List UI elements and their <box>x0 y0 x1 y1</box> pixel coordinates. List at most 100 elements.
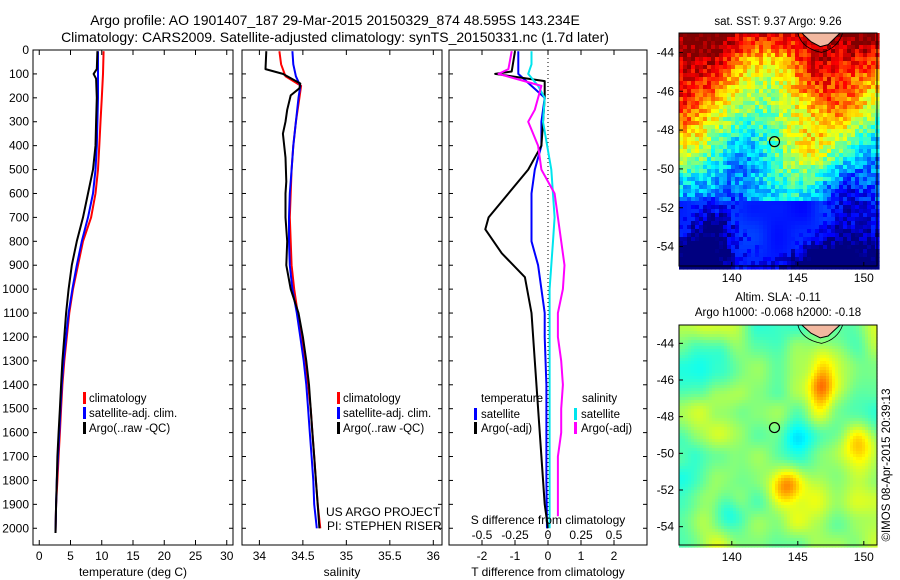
heatmap-cell <box>791 209 796 214</box>
heatmap-cell <box>790 400 794 404</box>
heatmap-cell <box>721 328 725 332</box>
heatmap-cell <box>823 161 828 166</box>
heatmap-cell <box>835 382 839 386</box>
heatmap-cell <box>868 364 872 368</box>
heatmap-cell <box>721 394 725 398</box>
heatmap-cell <box>867 153 872 158</box>
heatmap-cell <box>703 388 707 392</box>
heatmap-cell <box>783 233 788 238</box>
heatmap-cell <box>851 161 856 166</box>
heatmap-cell <box>829 385 833 389</box>
heatmap-cell <box>811 73 816 78</box>
heatmap-cell <box>871 391 875 395</box>
heatmap-cell <box>787 93 792 98</box>
heatmap-cell <box>796 367 800 371</box>
heatmap-cell <box>769 346 773 350</box>
heatmap-cell <box>763 213 768 218</box>
heatmap-cell <box>795 237 800 242</box>
heatmap-cell <box>823 201 828 206</box>
heatmap-cell <box>796 391 800 395</box>
heatmap-cell <box>688 391 692 395</box>
heatmap-cell <box>763 189 768 194</box>
heatmap-cell <box>715 109 720 114</box>
heatmap-cells <box>679 325 878 548</box>
heatmap-cell <box>719 97 724 102</box>
heatmap-cell <box>811 201 816 206</box>
heatmap-cell <box>711 53 716 58</box>
heatmap-cell <box>859 197 864 202</box>
heatmap-cell <box>703 177 708 182</box>
heatmap-cell <box>851 225 856 230</box>
heatmap-cell <box>817 391 821 395</box>
heatmap-cell <box>731 165 736 170</box>
heatmap-cell <box>831 213 836 218</box>
heatmap-cell <box>863 245 868 250</box>
heatmap-cell <box>807 61 812 66</box>
heatmap-cell <box>865 400 869 404</box>
heatmap-cell <box>862 367 866 371</box>
heatmap-cell <box>727 249 732 254</box>
heatmap-cell <box>779 229 784 234</box>
legend-entry: Argo(-adj) <box>481 423 532 435</box>
heatmap-cell <box>679 197 684 202</box>
heatmap-cell <box>682 331 686 335</box>
heatmap-cell <box>793 343 797 347</box>
heatmap-cell <box>871 355 875 359</box>
heatmap-cell <box>695 65 700 70</box>
heatmap-cell <box>778 379 782 383</box>
heatmap-cell <box>703 109 708 114</box>
heatmap-cell <box>679 69 684 74</box>
heatmap-cell <box>699 209 704 214</box>
heatmap-cell <box>727 89 732 94</box>
heatmap-cell <box>679 370 683 374</box>
heatmap-cell <box>748 391 752 395</box>
heatmap-cell <box>815 145 820 150</box>
heatmap-cell <box>775 81 780 86</box>
heatmap-cell <box>843 261 848 266</box>
heatmap-cell <box>847 265 852 270</box>
heatmap-cell <box>763 89 768 94</box>
heatmap-cell <box>779 145 784 150</box>
y-tick-label: 800 <box>9 234 29 248</box>
heatmap-cell <box>691 391 695 395</box>
heatmap-cell <box>739 61 744 66</box>
heatmap-cell <box>727 189 732 194</box>
heatmap-cell <box>784 337 788 341</box>
heatmap-cell <box>865 343 869 347</box>
heatmap-cell <box>847 89 852 94</box>
heatmap-cell <box>874 346 878 350</box>
heatmap-cell <box>853 325 857 329</box>
heatmap-cell <box>868 358 872 362</box>
heatmap-cell <box>829 340 833 344</box>
heatmap-cell <box>838 331 842 335</box>
heatmap-cell <box>733 385 737 389</box>
heatmap-cell <box>748 343 752 347</box>
heatmap-cell <box>844 379 848 383</box>
heatmap-cell <box>839 89 844 94</box>
heatmap-cell <box>703 117 708 122</box>
heatmap-cell <box>811 400 815 404</box>
heatmap-cell <box>723 141 728 146</box>
heatmap-cell <box>799 265 804 270</box>
heatmap-cell <box>731 153 736 158</box>
heatmap-cell <box>685 397 689 401</box>
heatmap-cell <box>699 61 704 66</box>
heatmap-cell <box>691 355 695 359</box>
heatmap-cell <box>865 397 869 401</box>
heatmap-cell <box>815 89 820 94</box>
heatmap-cell <box>683 265 688 270</box>
heatmap-cell <box>687 65 692 70</box>
heatmap-cell <box>683 253 688 258</box>
heatmap-cell <box>835 73 840 78</box>
heatmap-cell <box>739 101 744 106</box>
heatmap-cell <box>715 61 720 66</box>
heatmap-cell <box>715 189 720 194</box>
heatmap-cell <box>783 125 788 130</box>
heatmap-cell <box>760 325 764 329</box>
heatmap-cell <box>839 153 844 158</box>
heatmap-cell <box>851 153 856 158</box>
heatmap-cell <box>691 340 695 344</box>
heatmap-cell <box>711 45 716 50</box>
heatmap-cell <box>855 101 860 106</box>
heatmap-cell <box>827 237 832 242</box>
